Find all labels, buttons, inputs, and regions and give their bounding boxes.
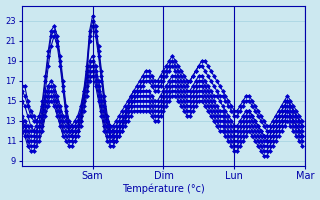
X-axis label: Température (°c): Température (°c) — [122, 184, 205, 194]
